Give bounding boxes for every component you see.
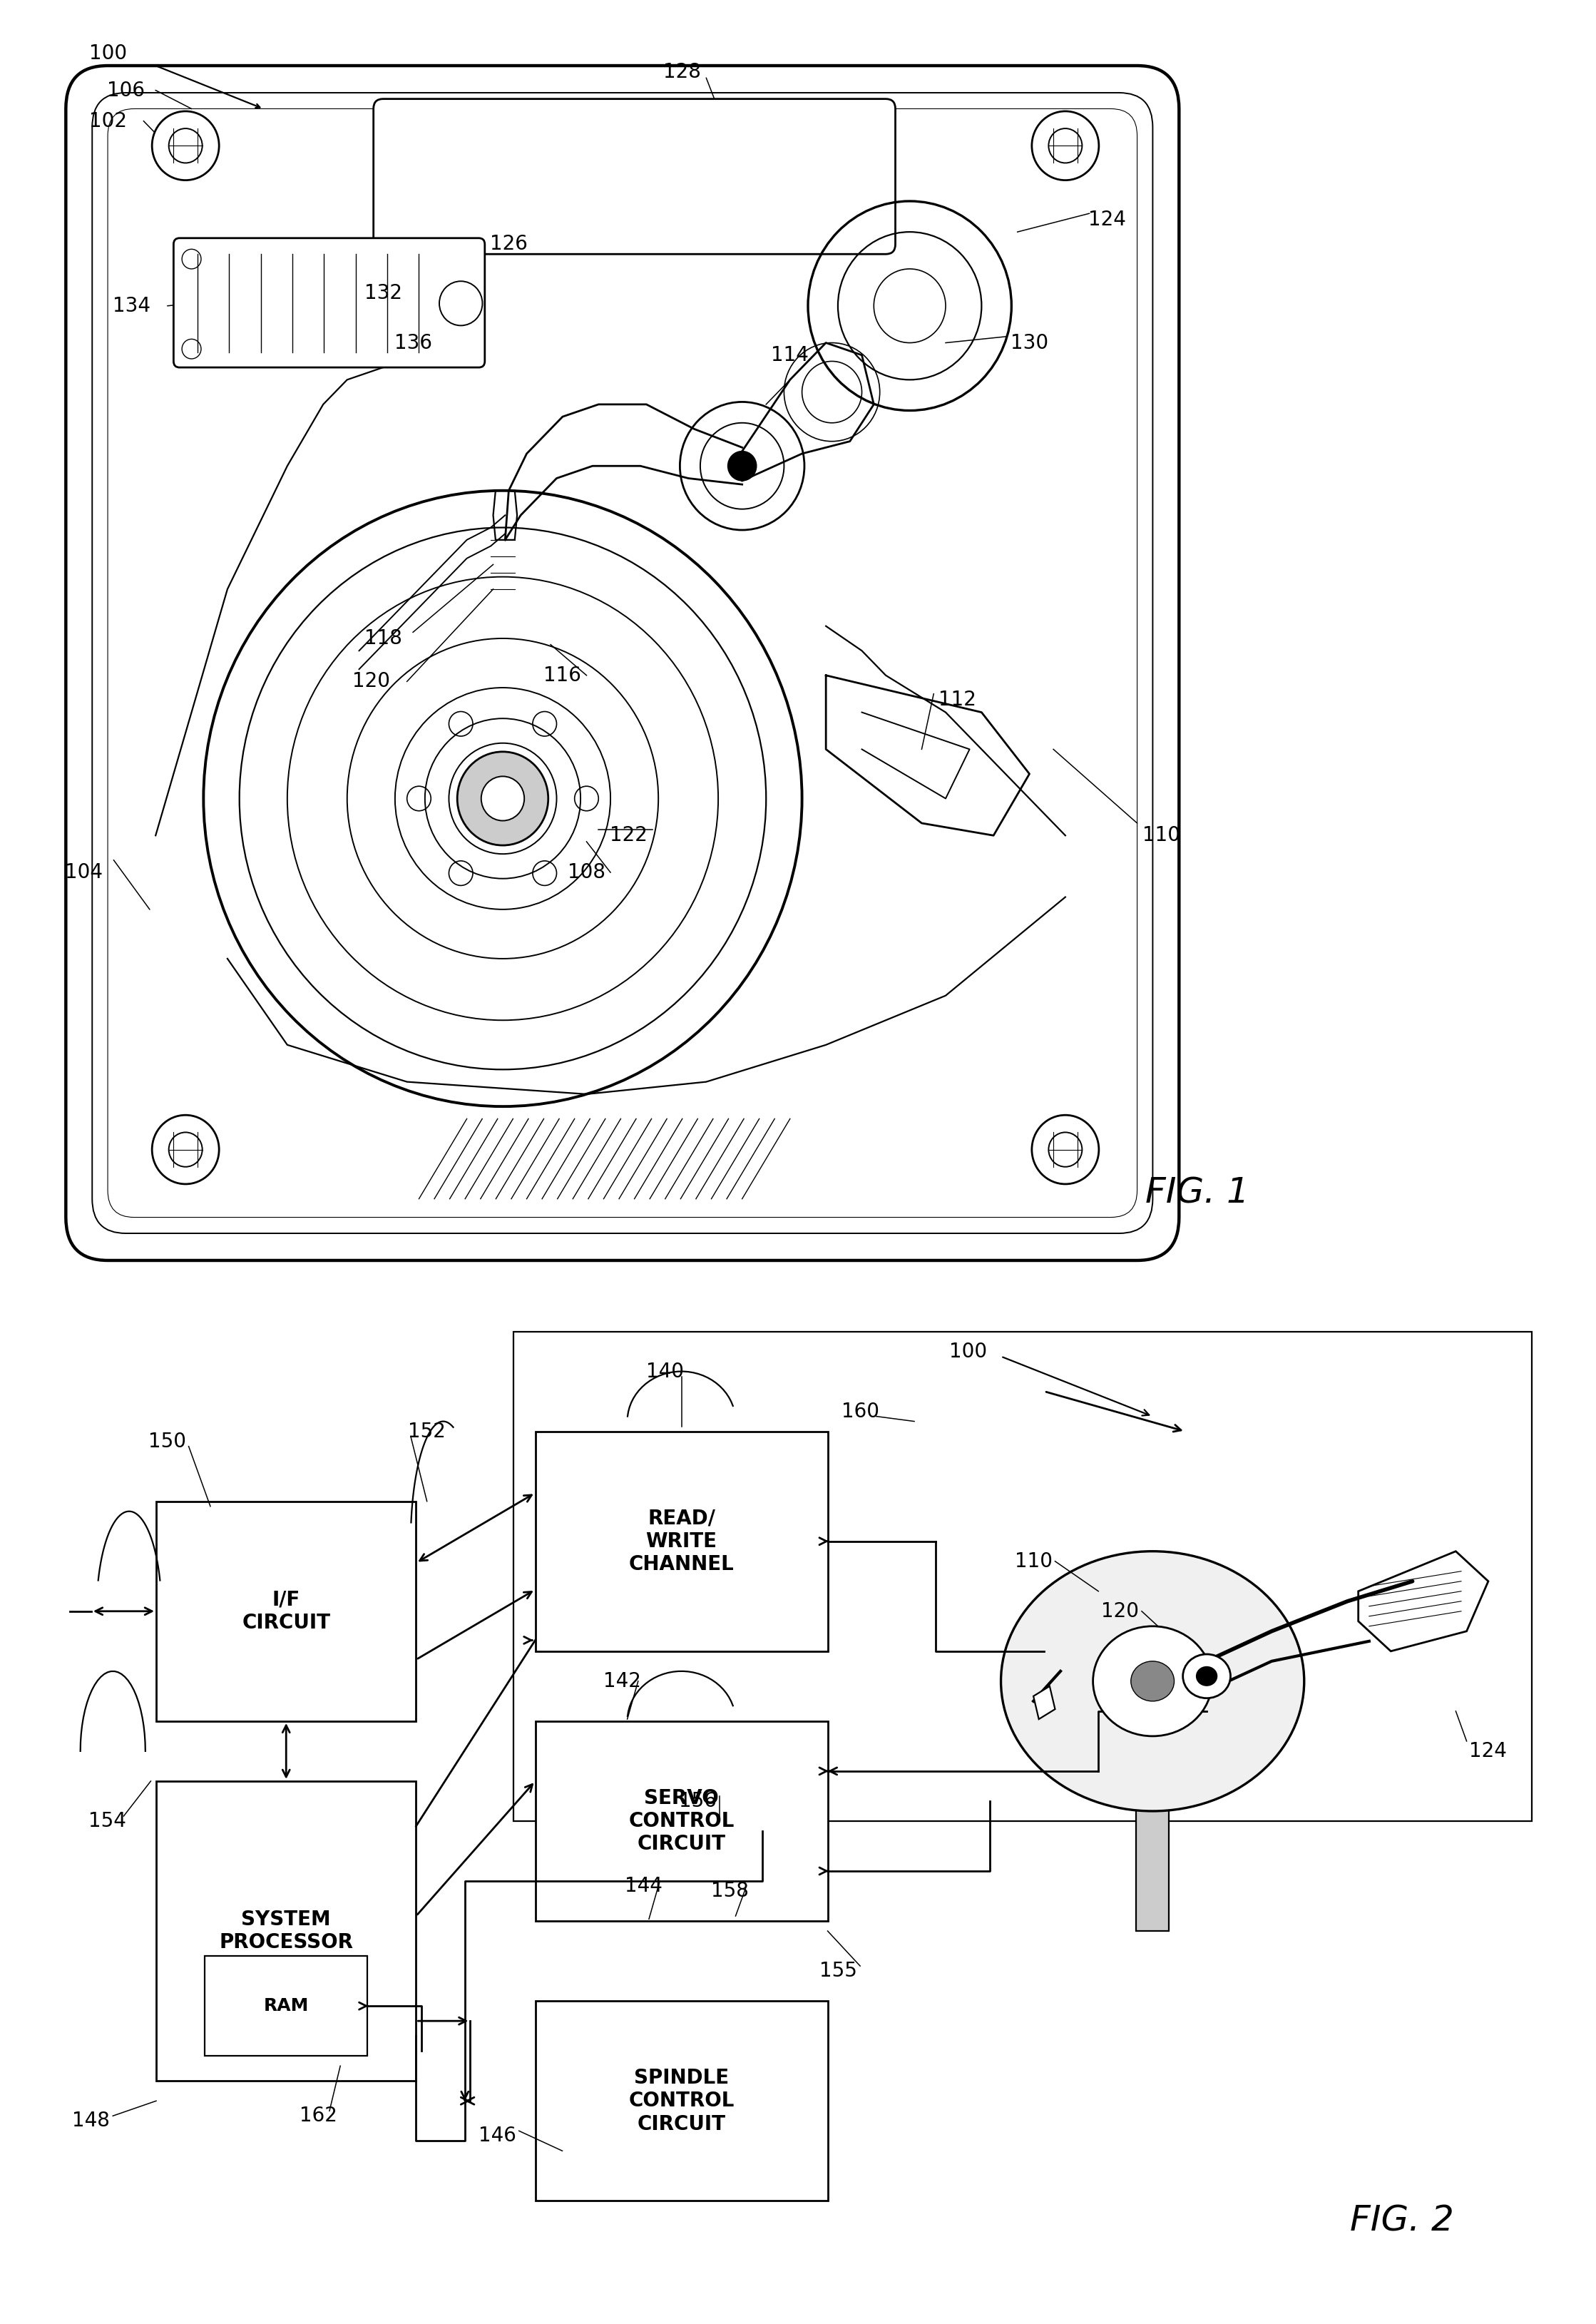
Text: 108: 108 — [568, 862, 605, 883]
Circle shape — [456, 751, 549, 846]
Bar — [514, 1332, 1532, 1822]
Text: 114: 114 — [771, 346, 809, 365]
Text: 158: 158 — [712, 1880, 749, 1901]
Text: 104: 104 — [65, 862, 102, 883]
Circle shape — [1195, 1666, 1218, 1687]
Text: 140: 140 — [646, 1362, 685, 1380]
Text: 120: 120 — [1101, 1601, 1140, 1622]
Text: 126: 126 — [490, 235, 528, 253]
Text: 106: 106 — [107, 81, 145, 100]
Text: 100: 100 — [89, 44, 126, 63]
Text: 112: 112 — [938, 690, 977, 709]
Text: 128: 128 — [664, 63, 701, 81]
Polygon shape — [1034, 1687, 1055, 1720]
Ellipse shape — [1001, 1552, 1304, 1810]
Text: 162: 162 — [300, 2106, 337, 2126]
Text: READ/
WRITE
CHANNEL: READ/ WRITE CHANNEL — [629, 1508, 734, 1573]
Text: 144: 144 — [624, 1875, 662, 1896]
Text: 148: 148 — [72, 2110, 110, 2131]
Text: 136: 136 — [394, 332, 433, 353]
Bar — [535, 1722, 828, 1922]
Circle shape — [482, 776, 523, 820]
Text: 155: 155 — [820, 1961, 857, 1980]
Circle shape — [1183, 1655, 1231, 1699]
Bar — [535, 2001, 828, 2201]
Text: FIG. 2: FIG. 2 — [1350, 2203, 1454, 2238]
Text: 134: 134 — [113, 295, 150, 316]
Text: 110: 110 — [1143, 825, 1179, 846]
Text: 100: 100 — [950, 1341, 988, 1362]
Text: 154: 154 — [89, 1810, 126, 1831]
Polygon shape — [1358, 1552, 1487, 1650]
Text: RAM: RAM — [263, 1996, 308, 2015]
Circle shape — [152, 112, 219, 181]
Circle shape — [1132, 1662, 1175, 1701]
Circle shape — [728, 451, 757, 481]
Text: 132: 132 — [364, 284, 402, 304]
Text: 124: 124 — [1088, 209, 1127, 230]
Bar — [535, 1432, 828, 1650]
Text: SYSTEM
PROCESSOR: SYSTEM PROCESSOR — [219, 1910, 353, 1952]
Circle shape — [152, 1116, 219, 1183]
Text: 156: 156 — [678, 1792, 717, 1810]
Text: I/F
CIRCUIT: I/F CIRCUIT — [243, 1590, 330, 1634]
Bar — [1136, 1780, 1168, 1931]
Text: 146: 146 — [479, 2126, 516, 2145]
Bar — [204, 1957, 367, 2057]
FancyBboxPatch shape — [65, 65, 1179, 1260]
Text: SERVO
CONTROL
CIRCUIT: SERVO CONTROL CIRCUIT — [629, 1787, 734, 1855]
Text: 110: 110 — [1015, 1552, 1052, 1571]
Text: SPINDLE
CONTROL
CIRCUIT: SPINDLE CONTROL CIRCUIT — [629, 2068, 734, 2133]
Text: 118: 118 — [364, 627, 402, 648]
Bar — [156, 1501, 417, 1722]
FancyBboxPatch shape — [373, 100, 895, 253]
Bar — [156, 1780, 417, 2080]
Text: 116: 116 — [544, 665, 581, 686]
Text: 124: 124 — [1470, 1741, 1507, 1762]
Text: 152: 152 — [409, 1422, 445, 1441]
Text: 150: 150 — [148, 1432, 185, 1450]
Text: 122: 122 — [610, 825, 648, 846]
Text: 142: 142 — [603, 1671, 640, 1692]
FancyBboxPatch shape — [174, 237, 485, 367]
Circle shape — [1093, 1627, 1211, 1736]
Text: FIG. 1: FIG. 1 — [1144, 1176, 1250, 1211]
Text: 130: 130 — [1010, 332, 1049, 353]
Circle shape — [1033, 112, 1100, 181]
Text: 102: 102 — [89, 112, 126, 130]
Text: 160: 160 — [841, 1401, 879, 1422]
Circle shape — [1033, 1116, 1100, 1183]
Text: 120: 120 — [353, 672, 389, 693]
